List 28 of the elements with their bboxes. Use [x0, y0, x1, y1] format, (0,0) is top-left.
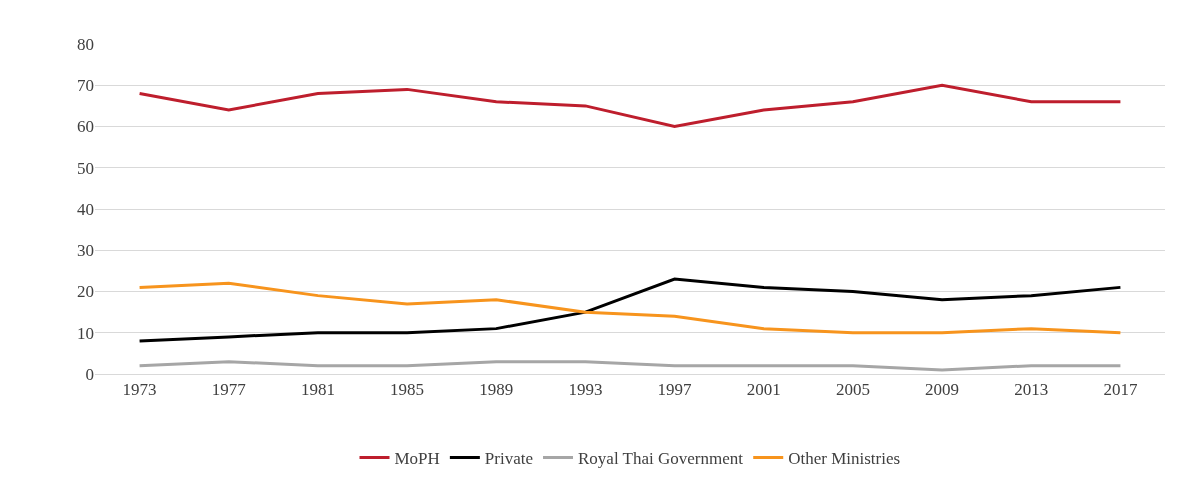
y-tick-label: 10 — [77, 323, 94, 343]
x-tick-label: 2001 — [746, 380, 781, 400]
legend-label: Royal Thai Government — [578, 449, 744, 469]
x-tick-label: 2009 — [925, 380, 960, 400]
line-series — [138, 83, 1122, 128]
y-tick-label: 20 — [77, 282, 94, 302]
x-tick-label: 1989 — [479, 380, 514, 400]
x-tick-label: 1977 — [211, 380, 247, 400]
x-tick-label: 1993 — [568, 380, 603, 400]
x-tick-label: 2013 — [1014, 380, 1049, 400]
x-tick-label: 2017 — [1103, 380, 1138, 400]
legend-label: Other Ministries — [788, 449, 901, 469]
y-tick-label: 80 — [77, 34, 94, 54]
x-tick-label: 1997 — [657, 380, 693, 400]
x-tick-label: 1985 — [390, 380, 425, 400]
x-tick-label: 1973 — [122, 380, 157, 400]
y-tick-label: 70 — [77, 76, 94, 96]
y-tick-label: 30 — [77, 241, 94, 261]
y-tick-label: 40 — [77, 199, 94, 219]
line-series — [138, 277, 1122, 343]
y-tick-label: 0 — [85, 364, 94, 384]
x-tick-label: 2005 — [835, 380, 870, 400]
y-tick-label: 60 — [77, 117, 94, 137]
y-tick-label: 50 — [77, 158, 94, 178]
line-series — [138, 281, 1122, 335]
x-tick-label: 1981 — [300, 380, 335, 400]
legend-label: MoPH — [394, 449, 440, 469]
legend-label: Private — [484, 449, 534, 469]
